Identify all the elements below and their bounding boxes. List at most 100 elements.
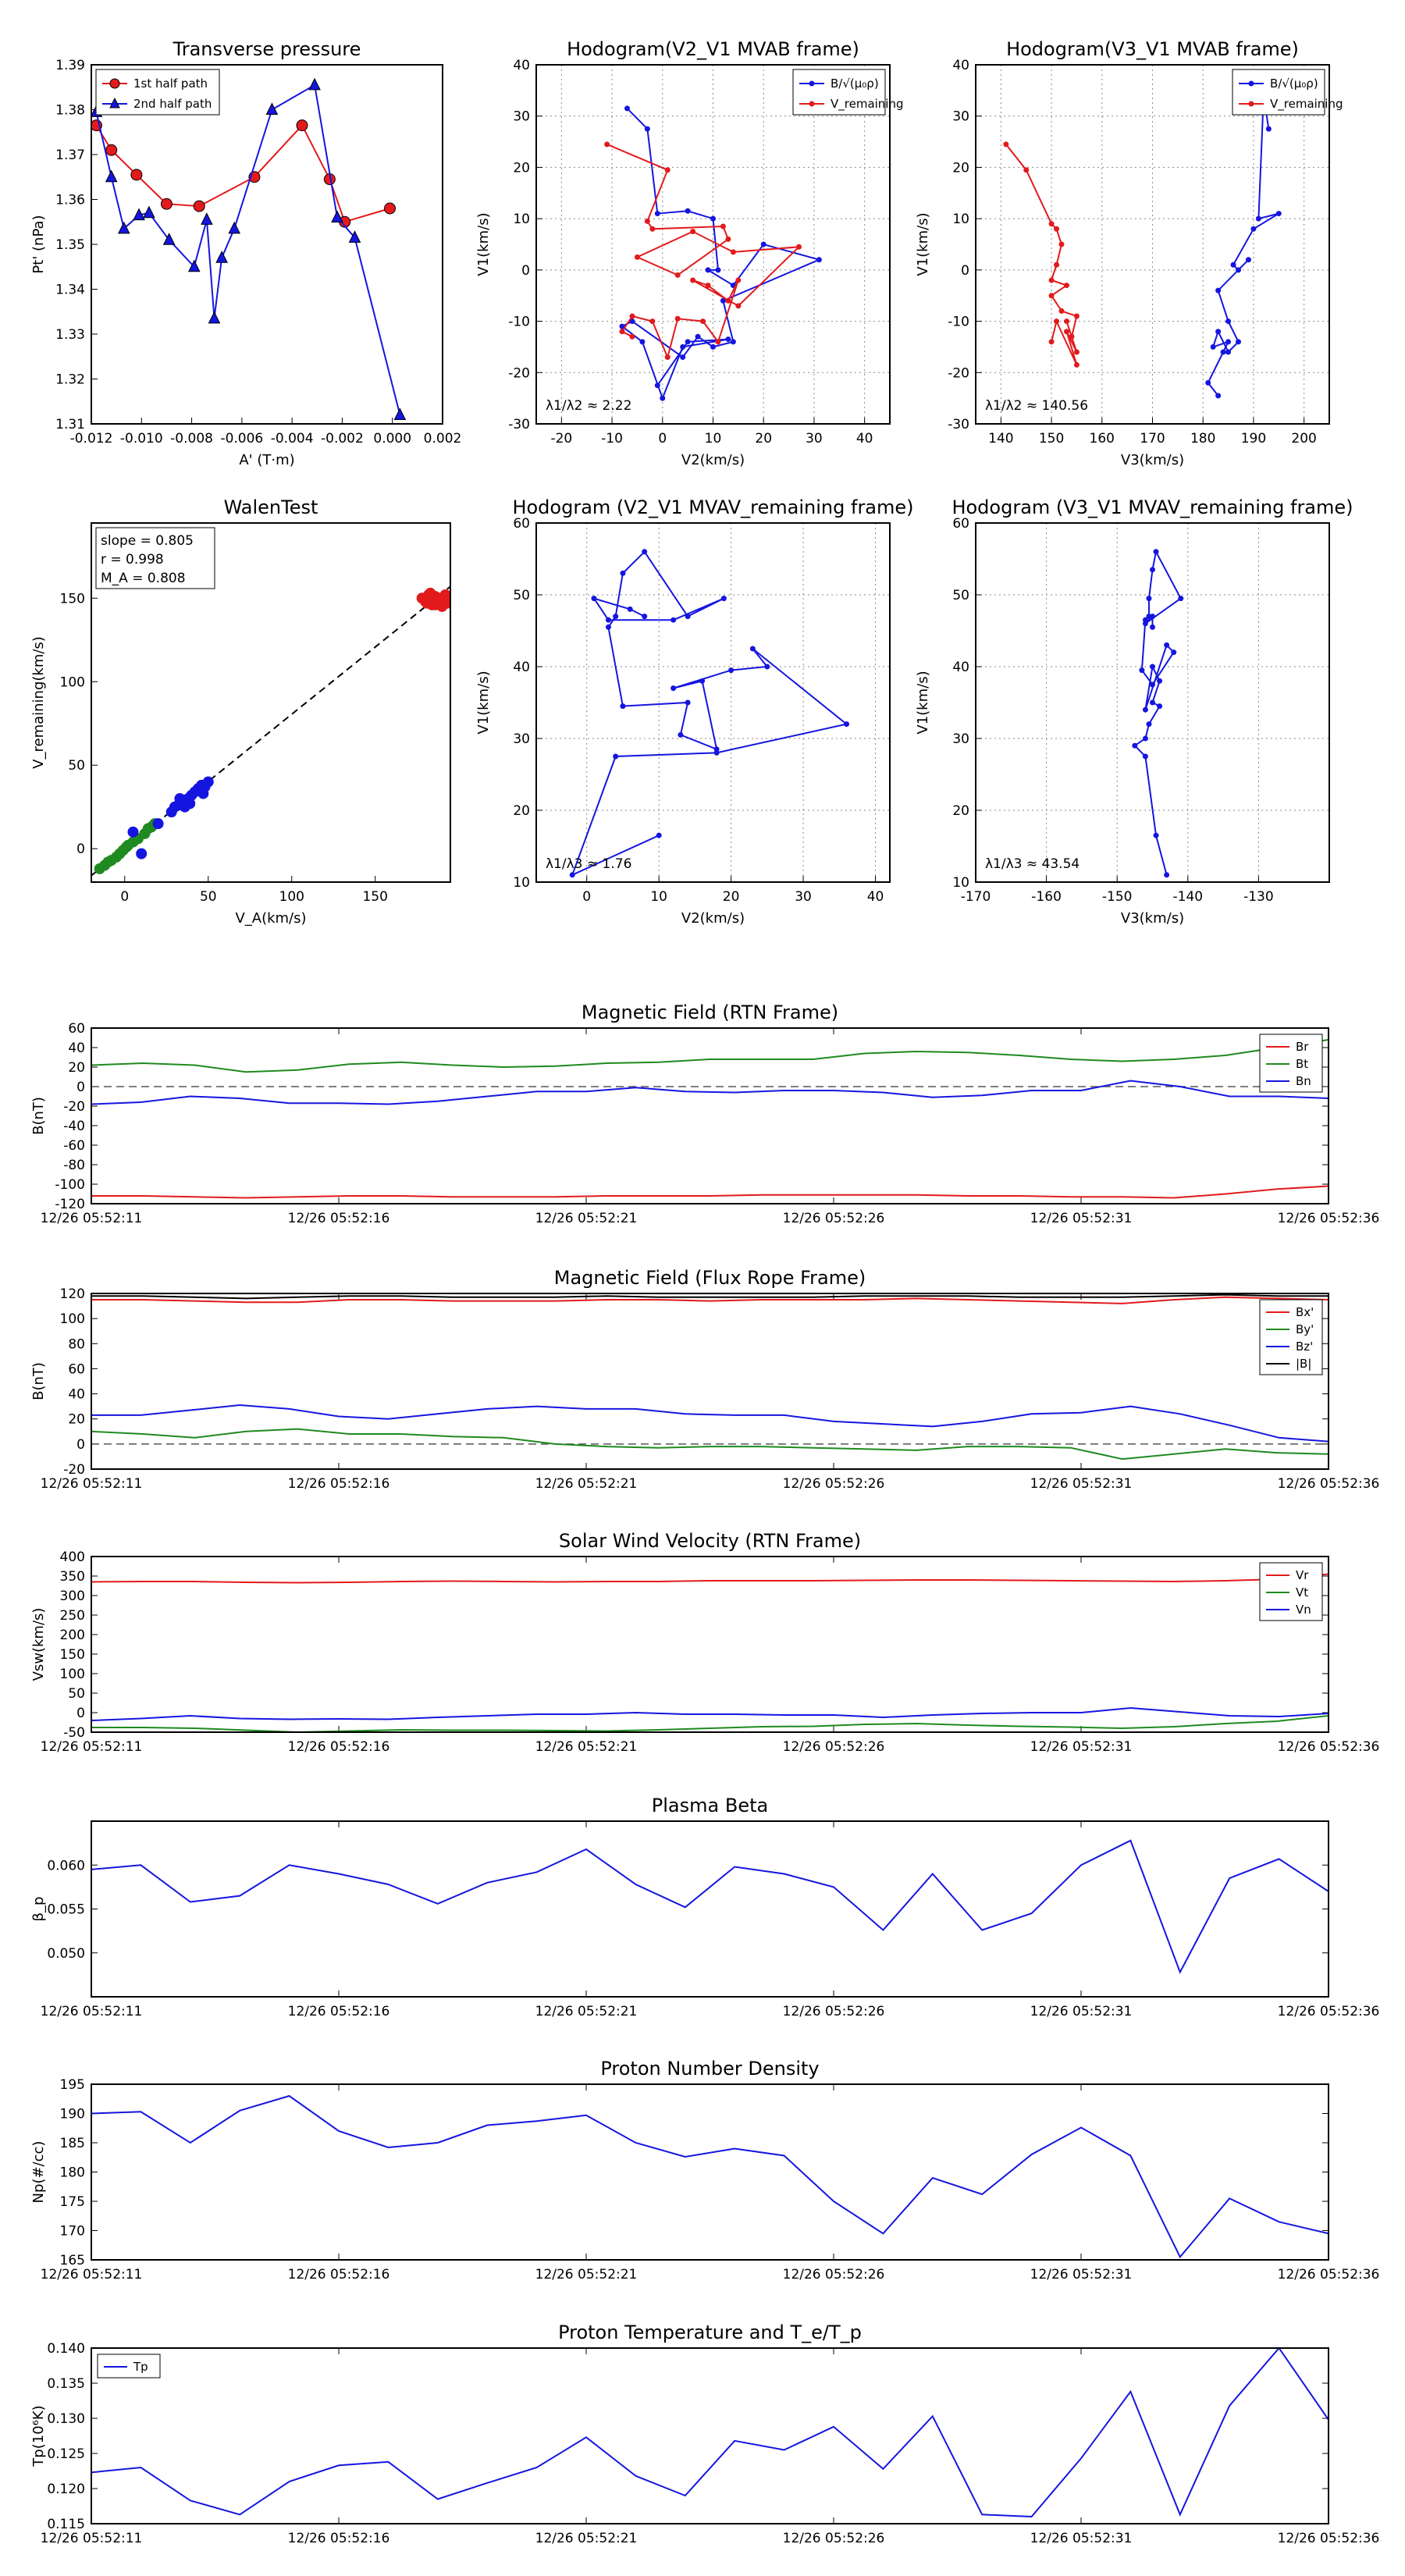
data-point bbox=[193, 200, 205, 212]
data-point bbox=[629, 333, 635, 340]
data-point bbox=[160, 197, 173, 210]
y-axis-label: V1(km/s) bbox=[915, 212, 931, 276]
y-tick-label: 10 bbox=[952, 212, 969, 227]
data-point bbox=[1215, 393, 1222, 399]
x-tick-label: -0.002 bbox=[321, 431, 364, 447]
chart-title: Solar Wind Velocity (RTN Frame) bbox=[559, 1530, 861, 1552]
y-tick-label: 50 bbox=[513, 588, 530, 603]
data-point bbox=[700, 318, 706, 325]
data-point bbox=[816, 257, 822, 263]
x-tick-label: -130 bbox=[1243, 889, 1274, 905]
series-line-Bz' bbox=[91, 1404, 1329, 1443]
chart-title: Hodogram(V3_V1 MVAB frame) bbox=[1006, 38, 1299, 60]
chart-ts_b_rtn: 12/26 05:52:11 12/26 05:52:16 12/26 05:52:… bbox=[30, 1021, 1379, 1226]
y-axis-label: B(nT) bbox=[30, 1097, 47, 1135]
series-line-Vt bbox=[91, 1715, 1329, 1732]
data-point bbox=[265, 102, 279, 115]
data-point bbox=[639, 339, 646, 345]
data-point bbox=[174, 793, 186, 805]
x-tick-label: 12/26 05:52:36 bbox=[1278, 2531, 1380, 2546]
x-tick-label: 0.002 bbox=[424, 431, 462, 447]
chart-ts_beta: 12/26 05:52:11 12/26 05:52:16 12/26 05:52:… bbox=[30, 1820, 1379, 2019]
data-point bbox=[730, 249, 736, 255]
y-tick-label: -20 bbox=[63, 1462, 85, 1478]
data-point bbox=[228, 221, 241, 234]
data-point bbox=[685, 699, 691, 706]
x-tick-label: -0.004 bbox=[271, 431, 314, 447]
series-line-Bn bbox=[91, 1080, 1329, 1105]
y-tick-label: 60 bbox=[952, 516, 969, 532]
y-tick-label: 0 bbox=[961, 263, 969, 279]
y-tick-label: 30 bbox=[952, 731, 969, 747]
y-tick-label: 1.34 bbox=[55, 283, 85, 298]
data-point bbox=[1142, 706, 1148, 713]
data-point bbox=[705, 267, 711, 273]
data-point bbox=[634, 254, 640, 260]
data-point bbox=[117, 221, 130, 234]
plot-frame bbox=[91, 2083, 1329, 2261]
x-tick-label: 0.000 bbox=[373, 431, 411, 447]
plot-frame bbox=[975, 64, 1330, 425]
y-tick-label: 180 bbox=[60, 2165, 85, 2181]
chart-ts_np: 12/26 05:52:11 12/26 05:52:16 12/26 05:52:… bbox=[30, 2077, 1379, 2282]
legend-label: Tp bbox=[133, 2360, 148, 2374]
y-tick-label: 0.055 bbox=[47, 1902, 85, 1918]
data-point bbox=[1164, 642, 1170, 648]
x-tick-label: 12/26 05:52:26 bbox=[783, 1211, 885, 1226]
data-point bbox=[1275, 211, 1282, 217]
y-tick-label: 195 bbox=[60, 2077, 85, 2093]
y-tick-label: 20 bbox=[952, 803, 969, 819]
data-point bbox=[685, 339, 691, 345]
y-tick-label: 30 bbox=[952, 109, 969, 125]
legend-label: B/√(μ₀ρ) bbox=[1270, 76, 1318, 91]
data-point bbox=[1153, 832, 1159, 838]
plot-area bbox=[569, 549, 850, 878]
chart-title: Hodogram (V2_V1 MVAV_remaining frame) bbox=[512, 496, 913, 518]
plot-frame bbox=[91, 1293, 1329, 1470]
y-tick-label: 0.115 bbox=[47, 2517, 85, 2532]
data-point bbox=[649, 226, 656, 232]
data-point bbox=[627, 606, 633, 612]
y-axis-label: Np(#/cc) bbox=[30, 2141, 47, 2204]
data-point bbox=[629, 313, 635, 319]
data-point bbox=[1132, 742, 1138, 749]
data-point bbox=[1164, 872, 1170, 878]
legend-label: Vt bbox=[1296, 1585, 1308, 1599]
data-point bbox=[710, 343, 716, 350]
y-tick-label: 10 bbox=[952, 875, 969, 891]
data-point bbox=[1054, 318, 1060, 325]
data-point bbox=[1054, 262, 1060, 268]
data-point bbox=[656, 832, 662, 838]
y-tick-label: 0.050 bbox=[47, 1946, 85, 1962]
data-point bbox=[1178, 596, 1184, 602]
data-point bbox=[1265, 126, 1272, 132]
data-point bbox=[664, 354, 670, 361]
data-point bbox=[105, 169, 118, 183]
data-point bbox=[713, 746, 720, 753]
data-point bbox=[384, 202, 396, 215]
legend-marker bbox=[109, 97, 120, 109]
data-point bbox=[1210, 343, 1216, 350]
y-tick-label: 50 bbox=[952, 588, 969, 603]
data-point bbox=[1245, 257, 1251, 263]
data-point bbox=[760, 241, 767, 247]
data-point bbox=[208, 311, 221, 324]
x-tick-label: 12/26 05:52:21 bbox=[535, 2267, 638, 2282]
x-tick-label: -10 bbox=[601, 431, 623, 447]
fit-annotation: slope = 0.805 bbox=[101, 533, 194, 549]
y-tick-label: 1.33 bbox=[55, 327, 85, 343]
x-tick-label: -140 bbox=[1173, 889, 1204, 905]
y-tick-label: 1.37 bbox=[55, 148, 85, 163]
data-point bbox=[433, 594, 445, 606]
legend-marker bbox=[1248, 101, 1254, 107]
x-axis-label: V_A(km/s) bbox=[235, 910, 306, 927]
x-axis-label: V2(km/s) bbox=[681, 910, 745, 927]
data-point bbox=[1023, 167, 1030, 173]
y-tick-label: 100 bbox=[60, 1667, 85, 1682]
data-point bbox=[1171, 649, 1177, 656]
y-axis-label: V_remaining(km/s) bbox=[30, 636, 47, 769]
y-tick-label: -120 bbox=[55, 1197, 85, 1212]
data-point bbox=[569, 872, 575, 878]
x-tick-label: -160 bbox=[1031, 889, 1062, 905]
y-tick-label: 250 bbox=[60, 1608, 85, 1624]
